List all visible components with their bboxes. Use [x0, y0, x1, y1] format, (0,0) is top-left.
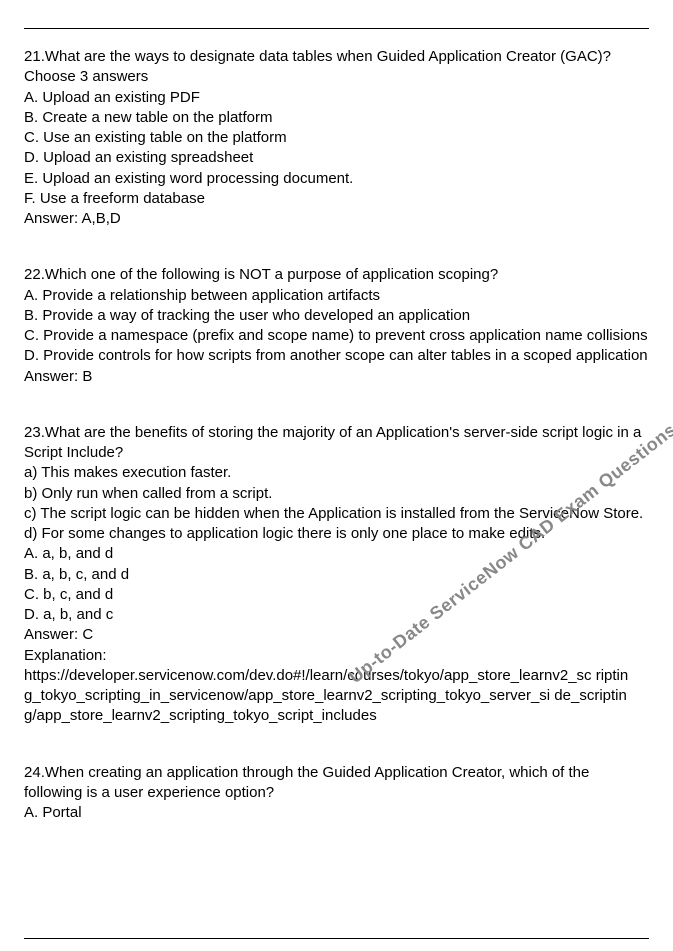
q-prompt-text: What are the ways to designate data tabl…	[24, 48, 611, 85]
answer-value: C	[82, 626, 93, 643]
option-b: B. a, b, c, and d	[24, 565, 649, 585]
answer-value: B	[82, 368, 92, 385]
option-a: A. Provide a relationship between applic…	[24, 286, 649, 306]
question-prompt: 21.What are the ways to designate data t…	[24, 47, 649, 88]
option-b: B. Create a new table on the platform	[24, 108, 649, 128]
explanation-text: https://developer.servicenow.com/dev.do#…	[24, 666, 649, 727]
option-d: D. Provide controls for how scripts from…	[24, 346, 649, 366]
question-21: 21.What are the ways to designate data t…	[24, 47, 649, 229]
question-prompt: 22.Which one of the following is NOT a p…	[24, 265, 649, 285]
option-a: A. Portal	[24, 803, 649, 823]
option-f: F. Use a freeform database	[24, 189, 649, 209]
q-prompt-text: Which one of the following is NOT a purp…	[45, 266, 498, 283]
q-prompt-text: What are the benefits of storing the maj…	[24, 424, 641, 461]
answer-line: Answer: A,B,D	[24, 209, 649, 229]
sub-option-c: c) The script logic can be hidden when t…	[24, 504, 649, 524]
bottom-rule	[24, 938, 649, 939]
option-c: C. Use an existing table on the platform	[24, 128, 649, 148]
option-a: A. a, b, and d	[24, 544, 649, 564]
sub-option-a: a) This makes execution faster.	[24, 463, 649, 483]
option-b: B. Provide a way of tracking the user wh…	[24, 306, 649, 326]
answer-label: Answer:	[24, 368, 78, 385]
question-23: 23.What are the benefits of storing the …	[24, 423, 649, 727]
option-a: A. Upload an existing PDF	[24, 88, 649, 108]
answer-label: Answer:	[24, 210, 78, 227]
option-c: C. Provide a namespace (prefix and scope…	[24, 326, 649, 346]
q-number: 23	[24, 424, 41, 441]
question-prompt: 24.When creating an application through …	[24, 763, 649, 804]
explanation-label: Explanation:	[24, 646, 649, 666]
option-c: C. b, c, and d	[24, 585, 649, 605]
q-number: 21	[24, 48, 41, 65]
q-prompt-text: When creating an application through the…	[24, 764, 589, 801]
question-24: 24.When creating an application through …	[24, 763, 649, 824]
top-rule	[24, 28, 649, 29]
option-d: D. a, b, and c	[24, 605, 649, 625]
sub-option-b: b) Only run when called from a script.	[24, 484, 649, 504]
sub-option-d: d) For some changes to application logic…	[24, 524, 649, 544]
q-number: 24	[24, 764, 41, 781]
question-prompt: 23.What are the benefits of storing the …	[24, 423, 649, 464]
option-e: E. Upload an existing word processing do…	[24, 169, 649, 189]
answer-label: Answer:	[24, 626, 78, 643]
option-d: D. Upload an existing spreadsheet	[24, 148, 649, 168]
answer-value: A,B,D	[82, 210, 121, 227]
q-number: 22	[24, 266, 41, 283]
answer-line: Answer: B	[24, 367, 649, 387]
question-22: 22.Which one of the following is NOT a p…	[24, 265, 649, 387]
answer-line: Answer: C	[24, 625, 649, 645]
